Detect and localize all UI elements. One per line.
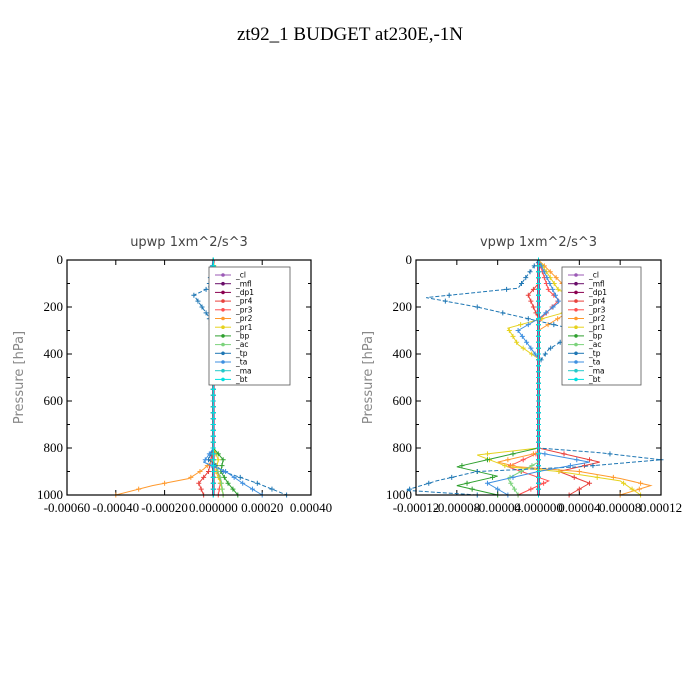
legend-label: _bt [588, 375, 601, 384]
legend-label: _tp [235, 349, 248, 358]
legend-marker [574, 299, 578, 303]
y-tick-label: 200 [393, 299, 413, 314]
axes-frame [66, 259, 312, 496]
axes-frame [415, 259, 662, 496]
legend-label: _ta [588, 358, 600, 367]
legend-label: _cl [588, 271, 599, 280]
legend-marker [574, 290, 578, 295]
legend-marker [574, 351, 578, 356]
legend-marker [574, 316, 578, 321]
legend-marker [574, 360, 578, 364]
chart-panel-vpwp: vpwp 1xm^2/s^3 Pressure [hPa] 0 200 400 600 80… [361, 235, 682, 515]
x-tick-label: -0.00020 [141, 500, 188, 515]
y-axis-label: Pressure [hPa] [361, 331, 376, 424]
legend-marker [221, 368, 225, 373]
x-tick-label: -0.00012 [393, 500, 440, 515]
x-tick-label: 0.00004 [558, 500, 601, 515]
legend-label: _bp [235, 332, 250, 341]
x-tick-label: -0.00060 [44, 500, 91, 515]
legend-marker [221, 299, 225, 303]
x-tick-label: 0.000000 [514, 500, 563, 515]
y-tick-label: 600 [393, 393, 413, 408]
legend-label: _ac [235, 340, 248, 349]
legend: _cl_mfl_dp1_pr4_pr3_pr2_pr1_bp_ac_tp_ta_… [208, 266, 291, 386]
legend-marker [574, 273, 578, 277]
legend-marker [221, 325, 225, 330]
legend-label: _mfl [588, 279, 605, 288]
legend-marker [574, 342, 578, 347]
y-axis-label: Pressure [hPa] [12, 331, 27, 424]
x-tick-label: 0.00040 [290, 500, 332, 515]
y-tick-label: 1000 [386, 487, 412, 502]
legend-label: _pr4 [588, 297, 606, 306]
chart-panel-upwp: upwp 1xm^2/s^3 Pressure [hPa] 0 200 400 600 80… [12, 235, 332, 515]
legend-marker [221, 290, 225, 295]
legend-label: _ma [588, 366, 605, 375]
legend-marker [574, 281, 578, 286]
legend-marker [574, 325, 578, 330]
legend-marker [221, 308, 225, 312]
legend-marker [574, 368, 578, 373]
x-tick-label: -0.00040 [93, 500, 140, 515]
legend-label: _pr2 [235, 314, 253, 323]
x-tick-label: -0.00004 [474, 500, 521, 515]
legend-marker [574, 377, 578, 382]
series-bt [536, 257, 541, 498]
legend-label: _dp1 [235, 288, 254, 297]
legend-marker [221, 360, 225, 364]
x-tick-label: 0.00008 [599, 500, 641, 515]
legend-marker [221, 273, 225, 277]
legend-marker [221, 342, 225, 347]
legend-label: _bp [588, 332, 603, 341]
y-tick-label: 1000 [37, 487, 63, 502]
legend-marker [574, 308, 578, 312]
series-pr3 [506, 257, 561, 498]
legend-label: _cl [235, 271, 246, 280]
legend-label: _pr1 [235, 323, 253, 332]
legend-marker [221, 334, 225, 338]
y-tick-label: 800 [44, 440, 64, 455]
legend-label: _pr2 [588, 314, 606, 323]
series-ac [507, 257, 541, 498]
y-tick-label: 600 [44, 393, 64, 408]
legend-label: _mfl [235, 279, 252, 288]
x-tick-label: 0.00020 [241, 500, 283, 515]
y-tick-label: 400 [393, 346, 413, 361]
legend-label: _bt [235, 375, 248, 384]
panel-title: vpwp 1xm^2/s^3 [480, 235, 597, 250]
y-tick-label: 0 [406, 252, 413, 267]
legend-marker [574, 334, 578, 338]
legend-label: _ma [235, 366, 252, 375]
legend-label: _pr4 [235, 297, 253, 306]
x-tick-label: 0.000000 [189, 500, 238, 515]
legend-label: _pr1 [588, 323, 606, 332]
legend-label: _pr3 [588, 305, 606, 314]
figure-title: zt92_1 BUDGET at230E,-1N [237, 24, 463, 45]
legend-label: _pr3 [235, 305, 253, 314]
legend-marker [221, 377, 225, 382]
y-tick-label: 200 [44, 299, 64, 314]
y-tick-label: 400 [44, 346, 64, 361]
legend-marker [221, 316, 225, 321]
x-tick-label: 0.00012 [640, 500, 682, 515]
legend-marker [221, 351, 225, 356]
panel-title: upwp 1xm^2/s^3 [130, 235, 248, 250]
legend-marker [221, 281, 225, 286]
x-tick-label: -0.00008 [434, 500, 481, 515]
series-line [506, 259, 560, 496]
y-tick-label: 800 [393, 440, 413, 455]
legend: _cl_mfl_dp1_pr4_pr3_pr2_pr1_bp_ac_tp_ta_… [561, 266, 642, 386]
legend-label: _ta [235, 358, 247, 367]
legend-label: _ac [588, 340, 601, 349]
legend-label: _tp [588, 349, 601, 358]
legend-label: _dp1 [588, 288, 607, 297]
y-tick-label: 0 [57, 252, 64, 267]
